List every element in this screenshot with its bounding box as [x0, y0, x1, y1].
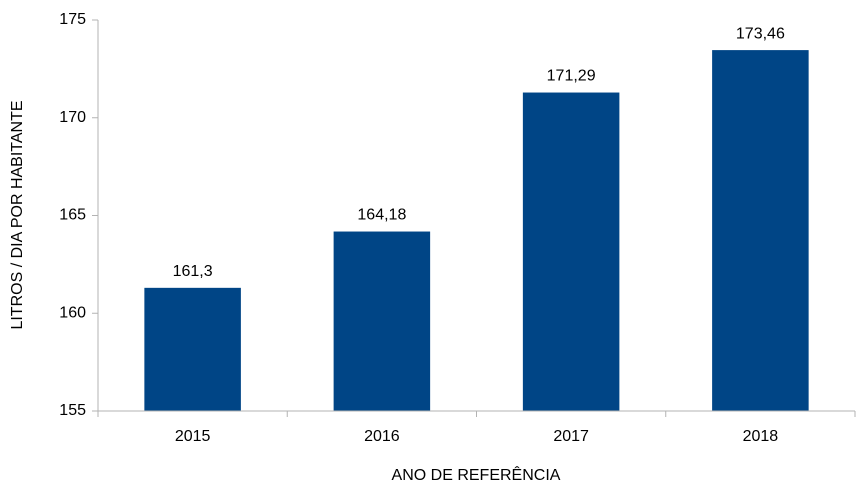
x-tick-label: 2016	[364, 428, 400, 445]
y-tick-label: 160	[59, 304, 86, 321]
y-tick-label: 175	[59, 11, 86, 28]
y-tick-label: 155	[59, 402, 86, 419]
bar	[522, 92, 620, 411]
data-label: 164,18	[357, 207, 406, 224]
x-tick-label: 2017	[553, 428, 589, 445]
y-tick-label: 170	[59, 109, 86, 126]
x-tick-label: 2018	[743, 428, 779, 445]
data-label: 161,3	[173, 263, 213, 280]
bar	[333, 231, 431, 411]
data-label: 171,29	[547, 68, 596, 85]
bar	[712, 50, 809, 412]
data-label: 173,46	[736, 25, 785, 42]
y-axis-title: LITROS / DIA POR HABITANTE	[9, 100, 26, 329]
x-axis-title: ANO DE REFERÊNCIA	[392, 465, 561, 483]
bar	[144, 287, 241, 411]
y-tick-label: 165	[59, 207, 86, 224]
x-tick-label: 2015	[175, 428, 211, 445]
